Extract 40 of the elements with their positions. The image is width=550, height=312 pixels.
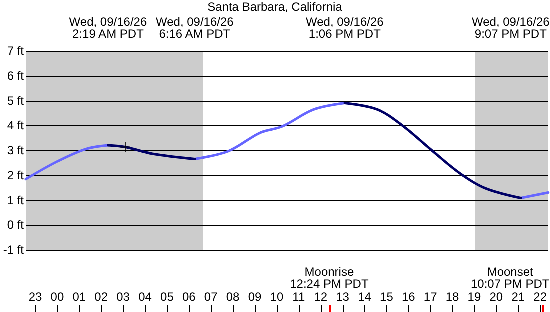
x-tick-label: 03 — [116, 290, 130, 304]
x-tick-label: 04 — [138, 290, 152, 304]
x-tick-label: 02 — [94, 290, 108, 304]
x-tick-label: 06 — [182, 290, 196, 304]
y-tick-label: 2 ft — [7, 168, 25, 182]
y-tick-label: 1 ft — [7, 193, 25, 208]
x-tick-label: 16 — [402, 290, 416, 304]
x-tick-label: 22 — [534, 290, 548, 304]
x-tick-label: 20 — [490, 290, 504, 304]
x-tick-label: 10 — [270, 290, 284, 304]
y-tick-label: -1 ft — [3, 243, 25, 257]
x-tick-label: 05 — [160, 290, 174, 304]
x-tick-label: 11 — [292, 290, 306, 304]
x-tick-label: 00 — [50, 290, 64, 304]
x-tick-label: 07 — [204, 290, 218, 304]
x-tick-label: 18 — [446, 290, 460, 304]
y-tick-label: 7 ft — [7, 44, 25, 58]
y-tick-label: 6 ft — [7, 68, 25, 83]
x-tick-label: 08 — [226, 290, 240, 304]
y-tick-label: 0 ft — [7, 218, 25, 232]
text: Wed, 09/16/26 9:07 PM PDT — [472, 15, 550, 41]
ref-line-label: Moonset 10:07 PM PDT — [471, 265, 550, 291]
x-tick-label: 01 — [72, 290, 86, 304]
text: Wed, 09/16/26 6:16 AM PDT — [156, 15, 234, 41]
x-tick-label: 19 — [468, 290, 482, 304]
y-tick-label: 5 ft — [7, 94, 25, 108]
x-tick-label: 17 — [424, 290, 438, 304]
x-tick-label: 21 — [512, 290, 526, 304]
text: Wed, 09/16/26 2:19 AM PDT — [69, 15, 148, 41]
x-tick-label: 14 — [358, 290, 372, 304]
ref-line-label: Moonrise 12:24 PM PDT — [290, 265, 369, 291]
y-tick-label: 4 ft — [7, 118, 25, 133]
x-tick-label: 12 — [314, 290, 328, 304]
x-tick-label: 09 — [248, 290, 262, 304]
x-tick-label: 15 — [380, 290, 394, 304]
text: Wed, 09/16/26 1:06 PM PDT — [306, 15, 384, 41]
x-tick-label: 23 — [28, 290, 43, 304]
chart-title: Santa Barbara, California — [208, 0, 343, 14]
y-tick-label: 3 ft — [7, 144, 25, 158]
x-tick-label: 13 — [336, 290, 350, 304]
